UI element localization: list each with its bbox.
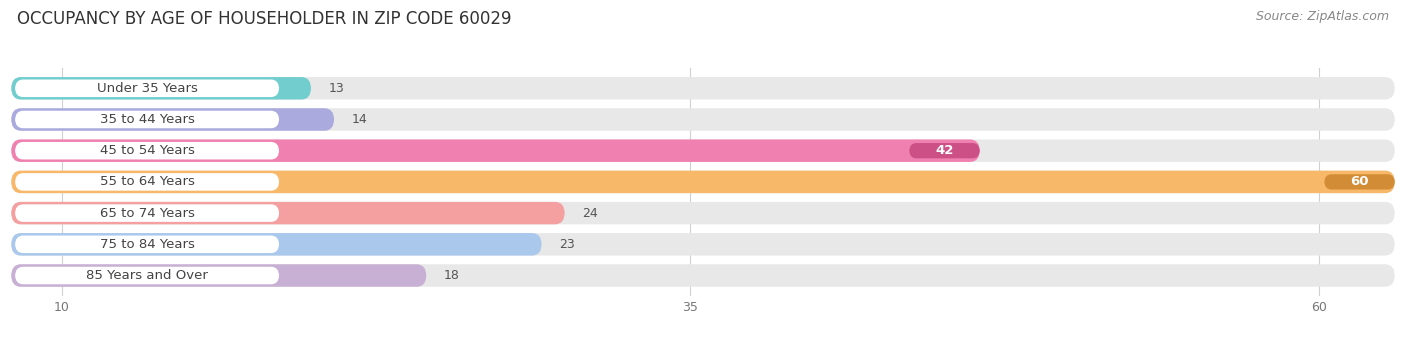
FancyBboxPatch shape (11, 233, 1395, 256)
FancyBboxPatch shape (15, 267, 280, 284)
FancyBboxPatch shape (1324, 174, 1395, 189)
FancyBboxPatch shape (11, 139, 980, 162)
Text: 42: 42 (935, 144, 953, 157)
Text: 13: 13 (329, 82, 344, 95)
FancyBboxPatch shape (11, 108, 335, 131)
Text: 23: 23 (560, 238, 575, 251)
Text: Under 35 Years: Under 35 Years (97, 82, 197, 95)
FancyBboxPatch shape (11, 108, 1395, 131)
FancyBboxPatch shape (15, 142, 280, 159)
FancyBboxPatch shape (11, 77, 311, 100)
FancyBboxPatch shape (910, 143, 980, 158)
FancyBboxPatch shape (15, 173, 280, 191)
Text: 14: 14 (352, 113, 367, 126)
Text: 55 to 64 Years: 55 to 64 Years (100, 175, 194, 188)
Text: OCCUPANCY BY AGE OF HOUSEHOLDER IN ZIP CODE 60029: OCCUPANCY BY AGE OF HOUSEHOLDER IN ZIP C… (17, 10, 512, 28)
FancyBboxPatch shape (11, 264, 426, 287)
FancyBboxPatch shape (15, 111, 280, 128)
FancyBboxPatch shape (11, 139, 1395, 162)
Text: 65 to 74 Years: 65 to 74 Years (100, 207, 194, 220)
FancyBboxPatch shape (11, 202, 1395, 224)
Text: 24: 24 (582, 207, 598, 220)
Text: Source: ZipAtlas.com: Source: ZipAtlas.com (1256, 10, 1389, 23)
Text: 75 to 84 Years: 75 to 84 Years (100, 238, 194, 251)
FancyBboxPatch shape (15, 236, 280, 253)
FancyBboxPatch shape (11, 264, 1395, 287)
FancyBboxPatch shape (11, 171, 1395, 193)
FancyBboxPatch shape (11, 233, 541, 256)
Text: 18: 18 (444, 269, 460, 282)
FancyBboxPatch shape (910, 143, 980, 158)
FancyBboxPatch shape (15, 80, 280, 97)
FancyBboxPatch shape (11, 77, 1395, 100)
Text: 45 to 54 Years: 45 to 54 Years (100, 144, 194, 157)
FancyBboxPatch shape (15, 204, 280, 222)
Text: 85 Years and Over: 85 Years and Over (86, 269, 208, 282)
FancyBboxPatch shape (11, 171, 1395, 193)
Text: 60: 60 (1350, 175, 1369, 188)
FancyBboxPatch shape (11, 202, 565, 224)
Text: 35 to 44 Years: 35 to 44 Years (100, 113, 194, 126)
FancyBboxPatch shape (1324, 174, 1395, 189)
